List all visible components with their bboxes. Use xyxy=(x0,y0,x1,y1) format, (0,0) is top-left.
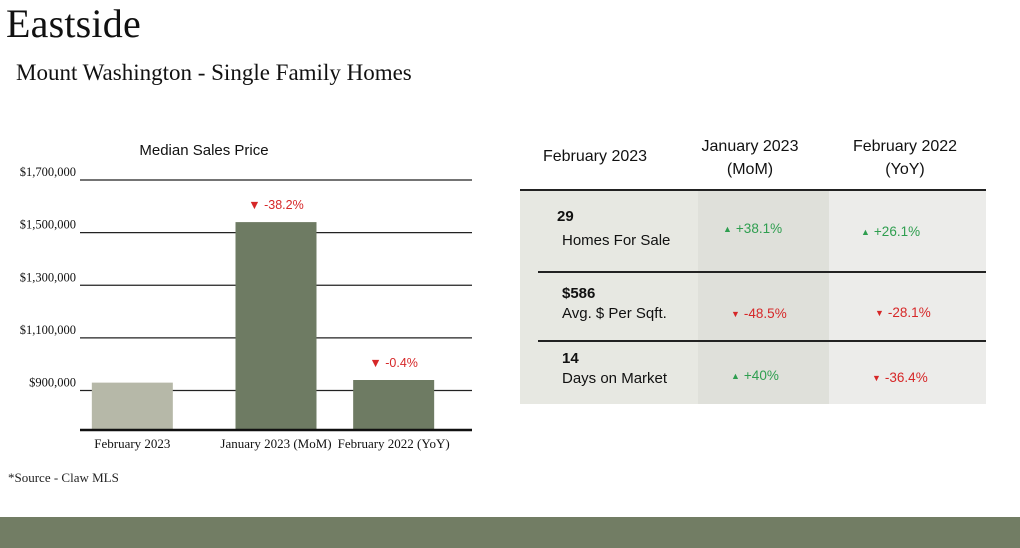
x-tick-label: January 2023 (MoM) xyxy=(220,436,331,451)
down-arrow-icon: ▼ xyxy=(872,373,881,383)
x-axis-ticks: February 2023 January 2023 (MoM) February … xyxy=(94,436,449,451)
yoy-change: ▼ -28.1% xyxy=(875,305,931,320)
y-tick-label: $1,300,000 xyxy=(20,270,76,284)
panel-bg-mom xyxy=(698,190,829,404)
mom-change: ▲ +38.1% xyxy=(723,221,783,236)
metric-value: $586 xyxy=(562,285,596,302)
bars xyxy=(91,222,435,430)
source-note: *Source - Claw MLS xyxy=(8,470,119,485)
row-divider xyxy=(538,271,986,273)
bar xyxy=(91,382,173,430)
yoy-change: ▼ -36.4% xyxy=(872,370,928,385)
up-arrow-icon: ▲ xyxy=(723,224,732,234)
down-arrow-icon: ▼ xyxy=(875,308,884,318)
metric-value: 14 xyxy=(562,350,579,367)
panel-bg-left xyxy=(520,190,698,404)
up-arrow-icon: ▲ xyxy=(861,227,870,237)
col-header-mom: January 2023 (MoM) xyxy=(701,138,799,178)
bar xyxy=(235,222,317,430)
down-arrow-icon: ▼ xyxy=(731,309,740,319)
yoy-change: ▲ +26.1% xyxy=(861,224,921,239)
y-axis-ticks: $900,000 $1,100,000 $1,300,000 $1,500,000 $1… xyxy=(20,165,76,390)
col-header-current: February 2023 xyxy=(542,148,648,165)
x-tick-label: February 2022 (YoY) xyxy=(338,436,450,451)
y-tick-label: $1,500,000 xyxy=(20,218,76,232)
bar-annotation: ▼ -0.4% xyxy=(369,356,418,370)
row-divider xyxy=(538,340,986,342)
metric-label: Homes For Sale xyxy=(562,232,671,249)
page-subtitle: Mount Washington - Single Family Homes xyxy=(16,60,412,85)
mom-change: ▲ +40% xyxy=(731,368,779,383)
metric-value: 29 xyxy=(557,208,574,225)
x-tick-label: February 2023 xyxy=(94,436,170,451)
metric-label: Days on Market xyxy=(562,370,668,387)
y-tick-label: $1,100,000 xyxy=(20,323,76,337)
stats-panel: February 2023 January 2023 (MoM) Februar… xyxy=(520,128,986,408)
bar xyxy=(353,380,435,430)
region-title: Eastside xyxy=(6,1,141,46)
chart-title: Median Sales Price xyxy=(139,142,268,159)
y-tick-label: $1,700,000 xyxy=(20,165,76,179)
up-arrow-icon: ▲ xyxy=(731,371,740,381)
col-header-yoy: February 2022 (YoY) xyxy=(852,138,958,178)
y-tick-label: $900,000 xyxy=(29,376,76,390)
bar-annotation: ▼ -38.2% xyxy=(248,198,303,212)
median-price-chart: Median Sales Price $900,000 $1,100,000 $1,… xyxy=(20,142,472,451)
mom-change: ▼ -48.5% xyxy=(731,306,787,321)
metric-label: Avg. $ Per Sqft. xyxy=(562,305,667,322)
bar-annotations: ▼ -38.2% ▼ -0.4% xyxy=(248,198,418,370)
header-divider xyxy=(520,189,986,191)
panel-bg-yoy xyxy=(829,190,986,404)
footer-band xyxy=(0,517,1020,548)
